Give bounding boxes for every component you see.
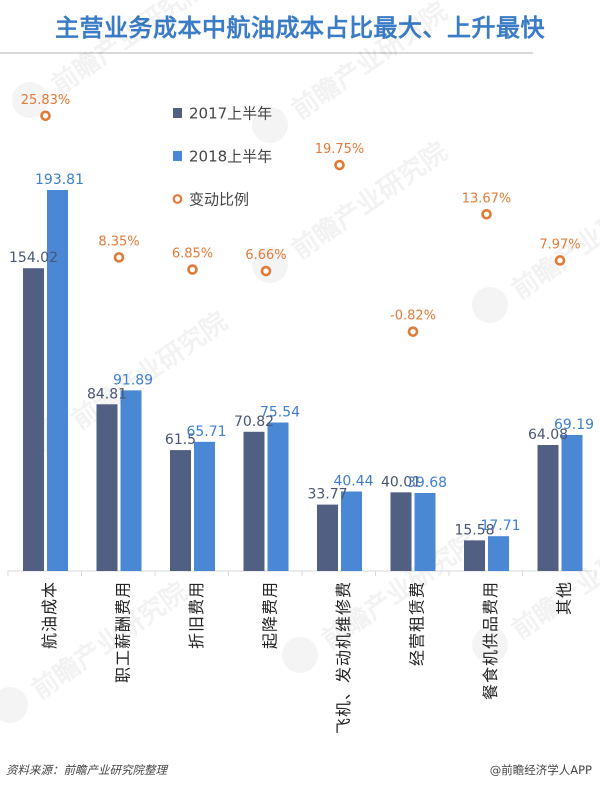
category-label: 职工薪酬费用 xyxy=(114,581,133,683)
bar-2017[interactable] xyxy=(23,268,44,571)
bar-2017[interactable] xyxy=(170,450,191,571)
bar-2018[interactable] xyxy=(47,190,68,571)
value-label-2017: 70.82 xyxy=(234,414,274,430)
watermark-text: 前瞻产业研究院 xyxy=(286,136,453,266)
category-label: 起降费用 xyxy=(261,581,280,649)
change-ratio-label: 7.97% xyxy=(539,237,580,252)
bar-2018[interactable] xyxy=(120,390,142,571)
change-ratio-marker[interactable] xyxy=(554,255,566,266)
watermark-logo-icon xyxy=(252,247,288,283)
value-label-2018: 193.81 xyxy=(35,172,84,188)
watermark-text: 前瞻产业研究院 xyxy=(286,0,453,126)
change-ratio-label: 8.35% xyxy=(98,234,139,249)
change-ratio-series: 25.83% 8.35% 6.85% 6.66% 19.75% -0.82% 13.67% 7… xyxy=(21,93,581,337)
watermark-logo-icon xyxy=(0,687,28,723)
category-label: 飞机、发动机维修费 xyxy=(334,581,353,734)
value-label-2017: 154.02 xyxy=(9,250,58,266)
bar-2018[interactable] xyxy=(341,491,362,571)
category-label: 航油成本 xyxy=(40,581,59,649)
value-label-2018: 17.71 xyxy=(480,518,520,534)
bar-2017[interactable] xyxy=(537,445,559,571)
value-label-2018: 91.89 xyxy=(113,372,153,388)
change-ratio-marker[interactable] xyxy=(260,265,272,277)
source-note: 资料来源：前瞻产业研究院整理 xyxy=(6,763,167,777)
category-label: 其他 xyxy=(555,581,574,615)
category-labels: 航油成本 职工薪酬费用 折旧费用 起降费用 飞机、发动机维修费 经营租赁费 餐食机供品费用 其… xyxy=(40,581,574,734)
value-label-2017: 61.5 xyxy=(165,432,196,448)
bar-series xyxy=(23,190,583,571)
change-ratio-marker[interactable] xyxy=(334,159,345,171)
value-label-2018: 69.19 xyxy=(554,417,594,433)
watermark-logo-icon xyxy=(252,107,288,143)
change-ratio-label: -0.82% xyxy=(390,309,436,324)
bar-2018[interactable] xyxy=(194,441,215,571)
value-label-2017: 33.77 xyxy=(307,487,347,503)
change-ratio-label: 6.66% xyxy=(245,248,286,263)
change-ratio-marker[interactable] xyxy=(113,252,125,263)
bar-2017[interactable] xyxy=(464,540,485,571)
legend-label[interactable]: 2018上半年 xyxy=(189,148,272,166)
chart-title: 主营业务成本中航油成本占比最大、上升最快 xyxy=(55,13,545,42)
value-label-2017: 84.81 xyxy=(87,386,127,402)
title-divider xyxy=(0,52,533,54)
value-label-2018: 39.68 xyxy=(407,475,447,491)
category-label: 经营租赁费 xyxy=(408,581,427,666)
value-label-2017: 15.58 xyxy=(454,522,494,538)
watermark-logo-icon xyxy=(472,627,508,663)
bar-2017[interactable] xyxy=(243,431,265,571)
credit-note: @前瞻经济学人APP xyxy=(489,763,592,777)
category-label: 折旧费用 xyxy=(187,581,206,649)
legend-swatch-icon xyxy=(173,151,182,161)
legend-swatch-icon xyxy=(173,108,182,118)
bar-2018[interactable] xyxy=(267,422,289,571)
value-label-2018: 40.44 xyxy=(333,474,373,490)
watermark-text: 前瞻产业研究院 xyxy=(46,0,213,101)
legend-circle-icon xyxy=(172,194,183,204)
watermark-text: 前瞻产业研究院 xyxy=(66,306,233,436)
bar-2017[interactable] xyxy=(390,492,412,571)
bar-2017[interactable] xyxy=(317,504,338,571)
watermark-logo-icon xyxy=(12,82,48,118)
change-ratio-label: 6.85% xyxy=(172,247,213,262)
category-label: 餐食机供品费用 xyxy=(481,581,500,700)
value-label-2017: 64.08 xyxy=(528,427,568,443)
bar-2018[interactable] xyxy=(488,536,509,571)
value-label-2018: 75.54 xyxy=(260,405,300,421)
change-ratio-marker[interactable] xyxy=(407,326,419,337)
value-label-2017: 40.01 xyxy=(381,474,421,490)
x-axis xyxy=(7,570,597,576)
change-ratio-marker[interactable] xyxy=(481,208,492,220)
change-ratio-label: 25.83% xyxy=(21,93,71,108)
change-ratio-label: 19.75% xyxy=(315,142,365,157)
bar-2018[interactable] xyxy=(414,492,436,571)
watermark-logo-icon xyxy=(282,637,318,673)
legend-label[interactable]: 变动比例 xyxy=(189,191,249,209)
change-ratio-label: 13.67% xyxy=(462,191,512,206)
watermark-logo-icon xyxy=(472,287,508,323)
value-label-2018: 65.71 xyxy=(186,424,226,440)
change-ratio-marker[interactable] xyxy=(187,264,198,275)
legend-label[interactable]: 2017上半年 xyxy=(189,105,272,123)
bar-2018[interactable] xyxy=(561,434,583,571)
bar-2017[interactable] xyxy=(96,404,118,571)
change-ratio-marker[interactable] xyxy=(40,110,51,122)
